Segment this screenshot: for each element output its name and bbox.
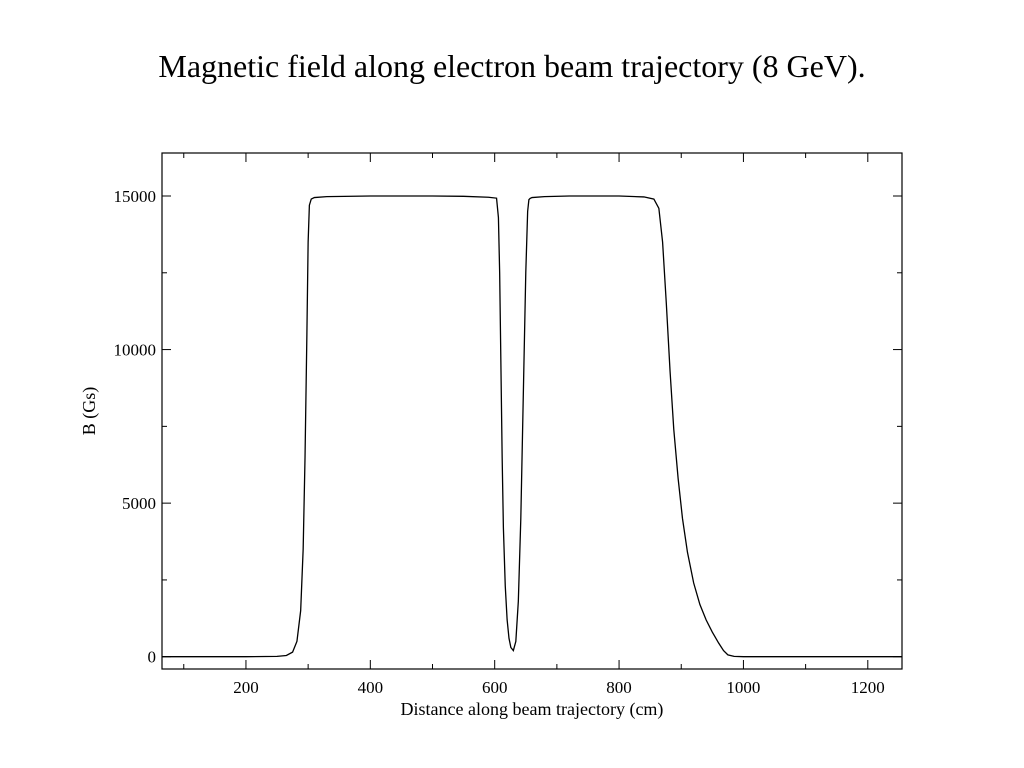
- x-axis-label: Distance along beam trajectory (cm): [401, 699, 664, 720]
- y-tick-label: 0: [148, 648, 157, 667]
- y-axis-label: B (Gs): [79, 387, 100, 436]
- plot-frame: [161, 152, 903, 670]
- x-tick-label: 800: [606, 678, 632, 697]
- axis-ticks: [162, 153, 902, 669]
- y-tick-label: 10000: [114, 341, 157, 360]
- y-tick-label: 15000: [114, 187, 157, 206]
- slide-title: Magnetic field along electron beam traje…: [158, 48, 866, 84]
- tick-labels: 200 400 600 800 1000 1200 0 5000 10000 15000: [114, 187, 885, 697]
- x-tick-label: 1000: [726, 678, 760, 697]
- x-tick-label: 600: [482, 678, 508, 697]
- y-tick-label: 5000: [122, 494, 156, 513]
- x-tick-label: 1200: [851, 678, 885, 697]
- x-tick-label: 400: [358, 678, 384, 697]
- x-tick-label: 200: [233, 678, 259, 697]
- field-curve: [162, 195, 902, 658]
